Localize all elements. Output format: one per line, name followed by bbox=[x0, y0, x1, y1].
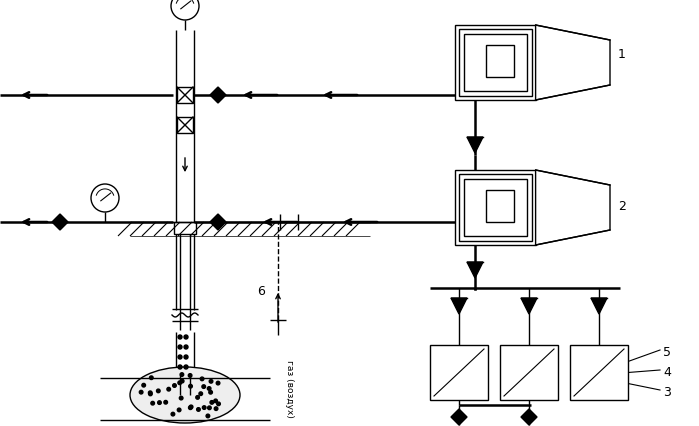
Circle shape bbox=[171, 412, 175, 416]
Text: 2: 2 bbox=[618, 201, 626, 213]
Polygon shape bbox=[521, 409, 537, 417]
Polygon shape bbox=[521, 417, 537, 425]
Bar bbox=[464, 34, 526, 91]
Circle shape bbox=[215, 407, 218, 411]
Circle shape bbox=[178, 345, 182, 349]
Bar bbox=[177, 87, 193, 103]
Circle shape bbox=[209, 380, 212, 383]
Circle shape bbox=[91, 184, 119, 212]
Polygon shape bbox=[210, 87, 226, 95]
Bar bbox=[464, 179, 526, 236]
Circle shape bbox=[167, 387, 171, 391]
Circle shape bbox=[157, 389, 160, 393]
Circle shape bbox=[180, 396, 183, 400]
Circle shape bbox=[214, 399, 217, 403]
Polygon shape bbox=[451, 417, 467, 425]
Circle shape bbox=[184, 345, 188, 349]
Polygon shape bbox=[451, 409, 467, 417]
Circle shape bbox=[206, 414, 210, 418]
Bar bbox=[570, 345, 628, 400]
Circle shape bbox=[151, 401, 154, 405]
Circle shape bbox=[188, 374, 192, 377]
Polygon shape bbox=[535, 25, 610, 100]
Bar bbox=[500, 345, 558, 400]
Circle shape bbox=[208, 387, 211, 390]
Circle shape bbox=[178, 335, 182, 339]
Polygon shape bbox=[467, 137, 483, 153]
Bar bbox=[177, 117, 193, 133]
Circle shape bbox=[139, 390, 143, 394]
Ellipse shape bbox=[130, 367, 240, 423]
Circle shape bbox=[150, 376, 153, 380]
Circle shape bbox=[208, 406, 211, 410]
Circle shape bbox=[164, 400, 168, 404]
Bar bbox=[459, 174, 532, 241]
Polygon shape bbox=[451, 298, 467, 314]
Circle shape bbox=[142, 383, 145, 387]
Circle shape bbox=[178, 381, 182, 385]
Circle shape bbox=[200, 377, 204, 381]
Bar bbox=[486, 190, 514, 222]
Polygon shape bbox=[591, 298, 607, 314]
Circle shape bbox=[171, 0, 199, 20]
Circle shape bbox=[158, 401, 161, 404]
Circle shape bbox=[203, 406, 206, 409]
Bar bbox=[486, 46, 514, 77]
Circle shape bbox=[173, 384, 176, 387]
Polygon shape bbox=[535, 170, 610, 245]
Bar bbox=[174, 222, 196, 234]
Bar bbox=[430, 345, 488, 400]
Text: 3: 3 bbox=[663, 386, 671, 398]
Polygon shape bbox=[467, 262, 483, 278]
Bar bbox=[455, 25, 535, 100]
Text: 5: 5 bbox=[663, 345, 671, 359]
Circle shape bbox=[189, 406, 192, 409]
Circle shape bbox=[184, 355, 188, 359]
Circle shape bbox=[217, 402, 220, 406]
Circle shape bbox=[216, 381, 220, 385]
Circle shape bbox=[202, 385, 206, 389]
Polygon shape bbox=[210, 95, 226, 103]
Text: 1: 1 bbox=[618, 49, 626, 61]
Circle shape bbox=[180, 373, 184, 376]
Circle shape bbox=[189, 405, 193, 409]
Circle shape bbox=[199, 392, 203, 395]
Bar bbox=[459, 29, 532, 96]
Circle shape bbox=[196, 408, 200, 411]
Circle shape bbox=[210, 400, 214, 404]
Circle shape bbox=[148, 391, 152, 394]
Circle shape bbox=[178, 355, 182, 359]
Circle shape bbox=[180, 379, 184, 383]
Circle shape bbox=[178, 408, 181, 412]
Circle shape bbox=[196, 396, 199, 399]
Text: 6: 6 bbox=[257, 285, 265, 298]
Text: газ (воздух): газ (воздух) bbox=[285, 360, 294, 418]
Circle shape bbox=[184, 365, 188, 369]
Circle shape bbox=[178, 365, 182, 369]
Polygon shape bbox=[52, 214, 68, 222]
Bar bbox=[455, 170, 535, 245]
Polygon shape bbox=[210, 222, 226, 230]
Circle shape bbox=[149, 392, 152, 396]
Polygon shape bbox=[521, 298, 537, 314]
Circle shape bbox=[184, 335, 188, 339]
Circle shape bbox=[209, 391, 212, 394]
Polygon shape bbox=[210, 214, 226, 222]
Text: 4: 4 bbox=[663, 366, 671, 378]
Polygon shape bbox=[52, 222, 68, 230]
Circle shape bbox=[189, 384, 192, 388]
